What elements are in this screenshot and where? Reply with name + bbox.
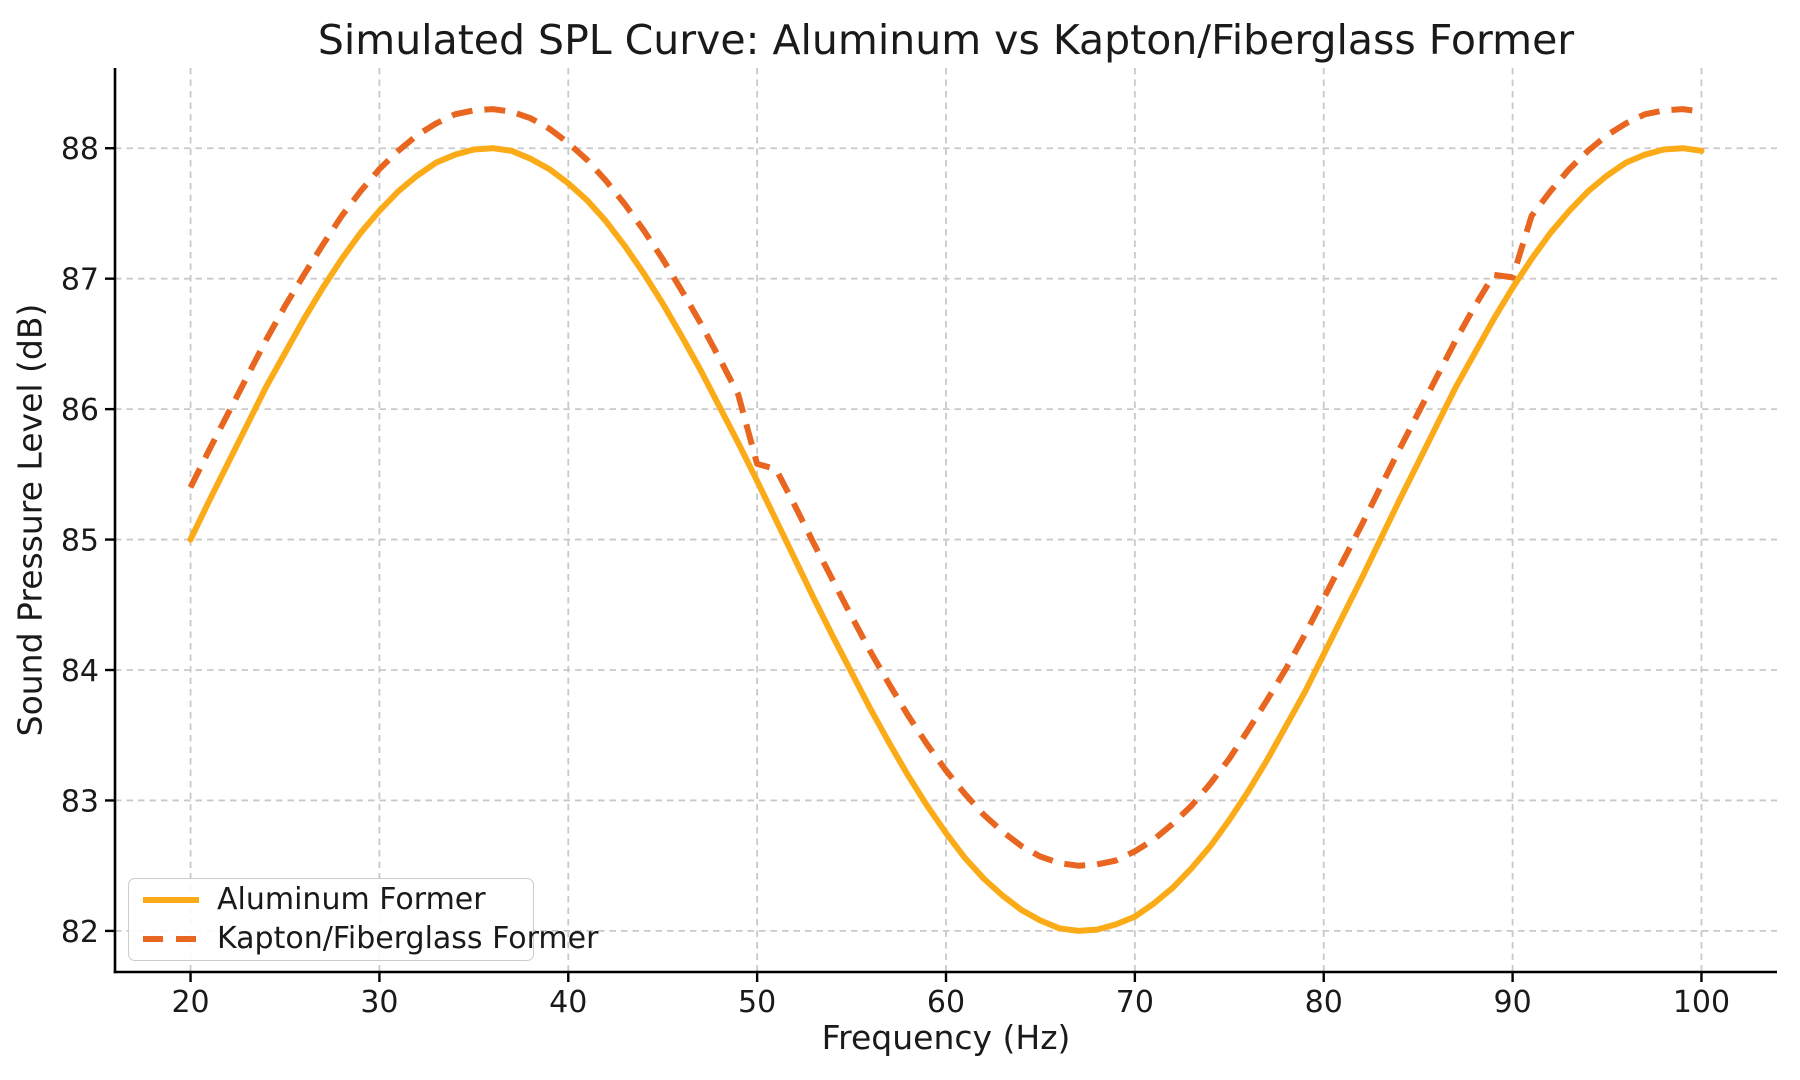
y-tick-label: 83 — [61, 784, 99, 819]
chart-title: Simulated SPL Curve: Aluminum vs Kapton/… — [317, 16, 1575, 64]
x-axis-label: Frequency (Hz) — [821, 1018, 1071, 1057]
x-tick-label: 100 — [1673, 985, 1730, 1020]
x-tick-label: 30 — [360, 985, 398, 1020]
y-tick-label: 84 — [61, 654, 99, 689]
aluminum-line-sample-icon — [143, 897, 199, 903]
kapton-series-line — [187, 106, 1702, 869]
legend-item-aluminum: Aluminum Former — [143, 885, 519, 915]
x-tick-label: 80 — [1305, 985, 1343, 1020]
aluminum-series-line — [187, 145, 1705, 934]
x-tick-label: 60 — [927, 985, 965, 1020]
y-axis-label: Sound Pressure Level (dB) — [10, 303, 50, 737]
x-tick-label: 20 — [171, 985, 209, 1020]
y-tick-label: 82 — [61, 915, 99, 950]
kapton-line-sample-icon — [143, 936, 199, 942]
x-tick-label: 40 — [549, 985, 587, 1020]
x-tick-label: 70 — [1116, 985, 1154, 1020]
legend-label-aluminum: Aluminum Former — [217, 882, 486, 917]
legend-item-kapton: Kapton/Fiberglass Former — [143, 924, 598, 954]
legend: Aluminum Former Kapton/Fiberglass Former — [128, 878, 598, 961]
y-tick-label: 86 — [61, 393, 99, 428]
x-tick-label: 50 — [738, 985, 776, 1020]
y-tick-label: 85 — [61, 524, 99, 559]
legend-label-kapton: Kapton/Fiberglass Former — [217, 921, 599, 956]
x-tick-label: 90 — [1493, 985, 1531, 1020]
y-tick-label: 87 — [61, 263, 99, 298]
y-tick-label: 88 — [61, 132, 99, 167]
